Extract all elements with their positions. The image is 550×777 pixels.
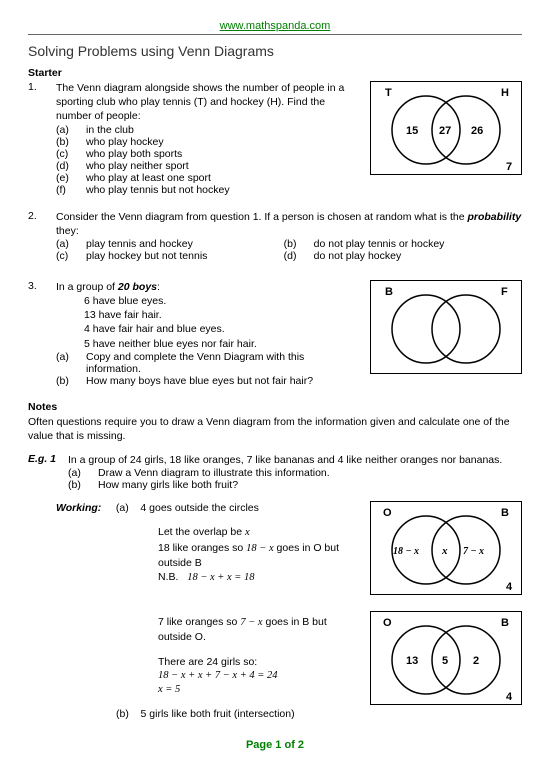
eg1b-text: How many girls like both fruit? [98,479,238,491]
q2a-label: (a) [56,238,82,250]
q1b-label: (b) [56,136,82,148]
eg1a-text: Draw a Venn diagram to illustrate this i… [98,467,330,479]
q1-number: 1. [28,81,50,93]
q1c-text: who play both sports [86,148,182,160]
question-2: 2. Consider the Venn diagram from questi… [28,210,522,262]
q1e-text: who play at least one sport [86,172,211,184]
notes-heading: Notes [28,401,522,413]
q2b-label: (b) [284,238,310,250]
eg1-intro: In a group of 24 girls, 18 like oranges,… [68,453,522,467]
q2-number: 2. [28,210,50,222]
q1-venn: T H 15 27 26 7 [370,81,522,175]
q1-venn-int: 27 [439,125,451,137]
eg1-label: E.g. 1 [28,453,62,465]
eg1-venn-2: O B 13 5 2 4 [370,611,522,705]
site-url-link[interactable]: www.mathspanda.com [28,20,522,32]
doc-title: Solving Problems using Venn Diagrams [28,43,522,59]
q2d-text: do not play hockey [314,250,402,262]
q1a-text: in the club [86,124,134,136]
svg-text:x: x [441,545,448,557]
q1d-text: who play neither sport [86,160,189,172]
q2c-text: play hockey but not tennis [86,250,207,262]
q1-venn-out: 7 [506,161,512,173]
svg-text:2: 2 [473,655,479,667]
eg1a-label: (a) [68,467,94,479]
q1f-text: who play tennis but not hockey [86,184,230,196]
q1f-label: (f) [56,184,82,196]
top-rule [28,34,522,35]
svg-text:B: B [501,617,509,629]
svg-text:O: O [383,507,392,519]
q3-venn-label-f: F [501,286,508,298]
eg1b-label: (b) [68,479,94,491]
svg-text:18 − x: 18 − x [393,546,419,557]
q1e-label: (e) [56,172,82,184]
q1-venn-right: 26 [471,125,483,137]
eg1-venn-1: O B 18 − x x 7 − x 4 [370,501,522,595]
q3-venn: B F [370,280,522,374]
q1b-text: who play hockey [86,136,164,148]
q1d-label: (d) [56,160,82,172]
question-1: 1. T H 15 27 26 7 The Venn diagram along… [28,81,522,196]
starter-heading: Starter [28,67,522,79]
q3-number: 3. [28,280,50,292]
q2c-label: (c) [56,250,82,262]
q1-venn-label-h: H [501,87,509,99]
q1a-label: (a) [56,124,82,136]
q1-venn-label-t: T [385,87,392,99]
example-1: E.g. 1 In a group of 24 girls, 18 like o… [28,453,522,491]
q3-venn-label-b: B [385,286,393,298]
svg-text:7 − x: 7 − x [463,546,484,557]
svg-text:13: 13 [406,655,418,667]
q2d-label: (d) [284,250,310,262]
q2a-text: play tennis and hockey [86,238,193,250]
notes-text: Often questions require you to draw a Ve… [28,415,522,443]
q2-intro: Consider the Venn diagram from question … [56,210,522,238]
q3b-text: How many boys have blue eyes but not fai… [86,375,313,387]
page-footer: Page 1 of 2 [28,739,522,751]
svg-text:4: 4 [506,691,513,703]
q1c-label: (c) [56,148,82,160]
q2b-text: do not play tennis or hockey [314,238,445,250]
q1-venn-left: 15 [406,125,418,137]
svg-text:O: O [383,617,392,629]
question-3: 3. B F In a group of 20 boys: 6 have blu… [28,280,522,387]
svg-text:4: 4 [506,581,513,593]
q3b-label: (b) [56,375,82,387]
svg-text:B: B [501,507,509,519]
page: www.mathspanda.com Solving Problems usin… [0,0,550,771]
svg-text:5: 5 [442,655,448,667]
q3a-label: (a) [56,351,82,375]
eg1-wb: (b) 5 girls like both fruit (intersectio… [116,707,522,721]
q3a-text: Copy and complete the Venn Diagram with … [86,351,362,375]
